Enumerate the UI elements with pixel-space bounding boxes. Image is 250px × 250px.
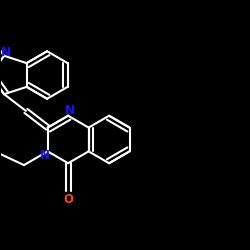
Text: N: N [40, 148, 50, 162]
Text: O: O [63, 193, 73, 206]
Text: N: N [1, 46, 11, 59]
Text: N: N [64, 104, 74, 117]
